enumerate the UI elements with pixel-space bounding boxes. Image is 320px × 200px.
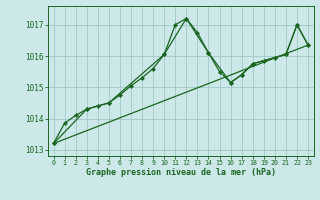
X-axis label: Graphe pression niveau de la mer (hPa): Graphe pression niveau de la mer (hPa) — [86, 168, 276, 177]
